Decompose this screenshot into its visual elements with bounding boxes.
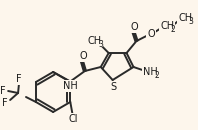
Text: NH: NH [63, 81, 77, 91]
Text: 2: 2 [155, 70, 160, 80]
Text: 3: 3 [98, 40, 103, 48]
Text: S: S [111, 82, 117, 92]
Text: F: F [2, 98, 8, 108]
Text: O: O [131, 22, 138, 32]
Text: O: O [148, 29, 155, 39]
Text: F: F [16, 74, 22, 84]
Text: O: O [79, 51, 87, 61]
Text: CH: CH [88, 36, 102, 46]
Text: CH: CH [178, 13, 192, 23]
Text: 2: 2 [171, 24, 176, 34]
Text: Cl: Cl [69, 114, 78, 124]
Text: CH: CH [160, 21, 174, 31]
Text: NH: NH [143, 67, 158, 77]
Text: 3: 3 [189, 17, 193, 25]
Text: F: F [0, 86, 6, 96]
